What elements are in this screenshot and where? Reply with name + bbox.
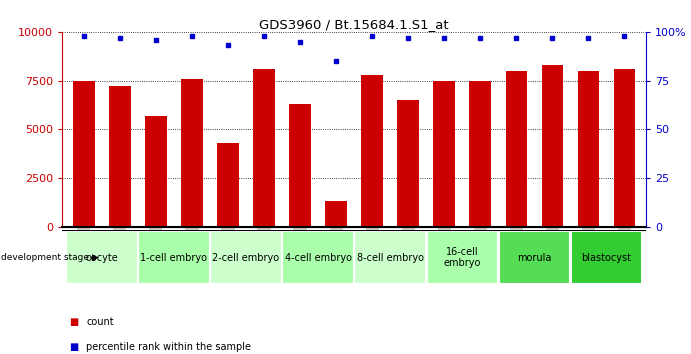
Text: 1-cell embryo: 1-cell embryo [140, 252, 207, 263]
Bar [66, 231, 138, 284]
Text: blastocyst: blastocyst [581, 252, 632, 263]
Bar [426, 231, 498, 284]
Bar [109, 86, 131, 227]
Bar [542, 65, 563, 227]
Text: development stage ▶: development stage ▶ [1, 253, 98, 262]
Bar [397, 100, 419, 227]
Bar [217, 143, 239, 227]
Text: 8-cell embryo: 8-cell embryo [357, 252, 424, 263]
Text: 4-cell embryo: 4-cell embryo [285, 252, 352, 263]
Text: oocyte: oocyte [86, 252, 118, 263]
Text: ■: ■ [69, 342, 78, 352]
Text: morula: morula [517, 252, 551, 263]
Bar [73, 80, 95, 227]
Bar [325, 201, 347, 227]
Title: GDS3960 / Bt.15684.1.S1_at: GDS3960 / Bt.15684.1.S1_at [259, 18, 449, 31]
Bar [210, 231, 282, 284]
Text: 16-cell
embryo: 16-cell embryo [444, 247, 481, 268]
Bar [433, 80, 455, 227]
Text: ■: ■ [69, 317, 78, 327]
Bar [571, 231, 642, 284]
Bar [181, 79, 202, 227]
Bar [578, 71, 599, 227]
Bar [138, 231, 209, 284]
Bar [614, 69, 635, 227]
Bar [290, 104, 311, 227]
Bar [499, 231, 570, 284]
Bar [145, 115, 167, 227]
Text: percentile rank within the sample: percentile rank within the sample [86, 342, 252, 352]
Bar [506, 71, 527, 227]
Bar [469, 80, 491, 227]
Bar [354, 231, 426, 284]
Bar [283, 231, 354, 284]
Text: 2-cell embryo: 2-cell embryo [212, 252, 280, 263]
Bar [253, 69, 275, 227]
Text: count: count [86, 317, 114, 327]
Bar [361, 75, 383, 227]
